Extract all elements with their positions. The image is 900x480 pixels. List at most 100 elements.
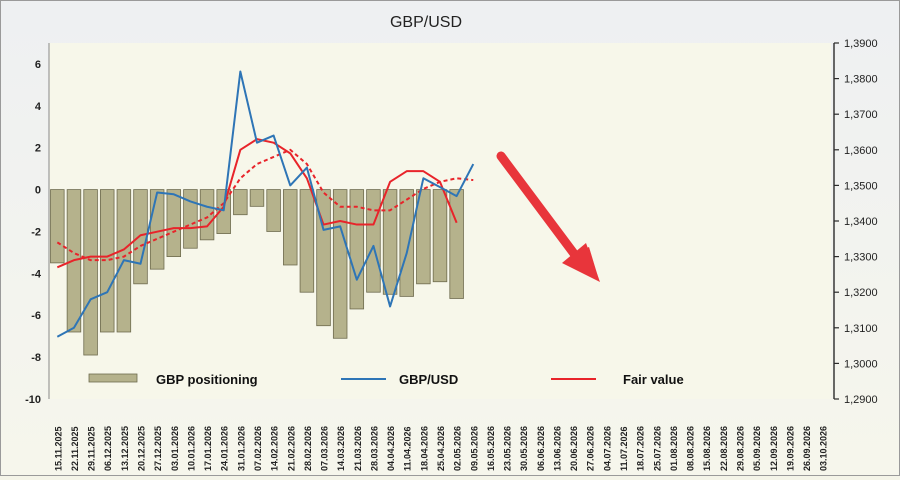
- x-axis-tick-label: 07.03.2026: [320, 426, 330, 471]
- x-axis-tick-label: 19.09.2026: [785, 426, 795, 471]
- positioning-bar: [366, 189, 381, 293]
- left-axis-tick-label: 6: [35, 59, 41, 71]
- x-axis-tick-label: 16.05.2026: [486, 426, 496, 471]
- x-axis-tick-label: 10.01.2026: [186, 426, 196, 471]
- x-axis-tick-label: 26.09.2026: [802, 426, 812, 471]
- positioning-bar: [233, 189, 248, 216]
- x-axis-tick-label: 03.01.2026: [170, 426, 180, 471]
- positioning-bar: [432, 189, 448, 283]
- left-axis-tick-label: 2: [35, 143, 41, 155]
- x-axis-tick-label: 27.12.2025: [153, 426, 163, 471]
- left-axis-tick-label: -6: [31, 310, 41, 322]
- right-axis-tick-label: 1,3200: [844, 287, 878, 299]
- trend-arrow-icon: [496, 151, 600, 282]
- x-axis-tick-label: 11.07.2026: [619, 426, 629, 471]
- x-axis-tick-label: 22.11.2025: [70, 426, 80, 471]
- x-axis-tick-label: 21.03.2026: [353, 426, 363, 471]
- left-axis-tick-label: -8: [31, 352, 41, 364]
- x-axis-tick-label: 13.12.2025: [120, 426, 130, 471]
- legend: GBP positioning GBP/USD Fair value: [88, 372, 684, 387]
- x-axis-tick-label: 20.06.2026: [569, 426, 579, 471]
- x-axis-tick-label: 14.02.2026: [270, 426, 280, 471]
- x-axis-tick-label: 04.04.2026: [386, 426, 396, 471]
- x-axis-tick-label: 17.01.2026: [203, 426, 213, 471]
- positioning-bar: [283, 189, 298, 266]
- x-axis-tick-label: 15.08.2026: [702, 426, 712, 471]
- gbpusd-line: [56, 70, 475, 338]
- positioning-bar: [299, 189, 315, 293]
- right-axis-tick-label: 1,3100: [844, 323, 878, 335]
- x-axis-tick-label: 29.08.2026: [735, 426, 745, 471]
- positioning-bar: [133, 189, 148, 285]
- x-axis-tick-label: 18.07.2026: [636, 426, 646, 471]
- positioning-bar: [149, 189, 165, 270]
- x-axis-tick-label: 09.05.2026: [469, 426, 479, 471]
- left-axis-tick-label: 0: [35, 185, 41, 197]
- x-axis-tick-label: 31.01.2026: [236, 426, 246, 471]
- positioning-bar: [50, 189, 65, 264]
- arrow-head-wide: [562, 243, 600, 282]
- x-axis-tick-label: 01.08.2026: [669, 426, 679, 471]
- positioning-bar: [199, 189, 215, 241]
- x-axis-tick-label: 15.11.2025: [53, 426, 63, 471]
- x-axis-tick-label: 24.01.2026: [220, 426, 230, 471]
- x-axis-tick-label: 06.12.2025: [103, 426, 113, 471]
- right-axis-tick-label: 1,3400: [844, 216, 878, 228]
- left-axis-tick-label: -2: [31, 226, 41, 238]
- fair-value-dashed-line: [56, 148, 474, 262]
- x-axis-tick-label: 03.10.2026: [819, 426, 829, 471]
- right-axis-tick-label: 1,3600: [844, 145, 878, 157]
- positioning-bar: [332, 189, 348, 339]
- x-axis-tick-label: 25.07.2026: [652, 426, 662, 471]
- x-axis-tick-label: 23.05.2026: [503, 426, 513, 471]
- positioning-bar: [349, 189, 365, 310]
- positioning-bar: [416, 189, 431, 285]
- right-axis-tick-label: 1,3300: [844, 252, 878, 264]
- legend-label: Fair value: [623, 372, 684, 387]
- arrow-shaft: [496, 151, 586, 268]
- x-axis-tick-label: 13.06.2026: [552, 426, 562, 471]
- x-axis-tick-label: 30.05.2026: [519, 426, 529, 471]
- positioning-bar: [216, 189, 231, 234]
- x-axis-tick-label: 22.08.2026: [719, 426, 729, 471]
- left-axis-tick-label: -4: [31, 268, 42, 280]
- positioning-bar: [166, 189, 182, 258]
- x-axis-tick-label: 04.07.2026: [602, 426, 612, 471]
- legend-label: GBP positioning: [156, 372, 258, 387]
- x-axis-tick-label: 18.04.2026: [419, 426, 429, 471]
- positioning-bar: [382, 189, 398, 295]
- legend-swatch-positioning: [88, 373, 138, 383]
- x-axis-tick-label: 08.08.2026: [686, 426, 696, 471]
- x-axis-tick-label: 20.12.2025: [137, 426, 147, 471]
- right-axis-tick-label: 1,3500: [844, 180, 878, 192]
- chart-title: GBP/USD: [390, 14, 462, 31]
- right-axis-tick-label: 1,2900: [844, 394, 878, 406]
- positioning-bar: [183, 189, 198, 249]
- right-axis-tick-label: 1,3000: [844, 358, 878, 370]
- x-axis-tick-label: 06.06.2026: [536, 426, 546, 471]
- positioning-bar: [449, 189, 464, 299]
- positioning-bar: [399, 189, 414, 297]
- x-axis-tick-label: 29.11.2025: [87, 426, 97, 471]
- left-axis-tick-label: -10: [25, 394, 41, 406]
- x-axis-tick-label: 11.04.2026: [403, 426, 413, 471]
- x-axis-tick-label: 28.03.2026: [369, 426, 379, 471]
- positioning-bar: [100, 189, 115, 333]
- x-axis-tick-label: 05.09.2026: [752, 426, 762, 471]
- x-axis-tick-label: 27.06.2026: [586, 426, 596, 471]
- positioning-bar: [249, 189, 265, 207]
- right-axis-tick-label: 1,3700: [844, 109, 878, 121]
- positioning-bar: [83, 189, 98, 356]
- x-axis-tick-label: 14.03.2026: [336, 426, 346, 471]
- x-axis-tick-label: 02.05.2026: [453, 426, 463, 471]
- legend-label: GBP/USD: [399, 372, 458, 387]
- right-axis-tick-label: 1,3900: [844, 38, 878, 50]
- x-axis-tick-label: 07.02.2026: [253, 426, 263, 471]
- x-axis-tick-label: 28.02.2026: [303, 426, 313, 471]
- x-axis-tick-label: 21.02.2026: [286, 426, 296, 471]
- positioning-bar: [266, 189, 281, 232]
- left-axis-tick-label: 4: [35, 101, 42, 113]
- x-axis-tick-label: 12.09.2026: [769, 426, 779, 471]
